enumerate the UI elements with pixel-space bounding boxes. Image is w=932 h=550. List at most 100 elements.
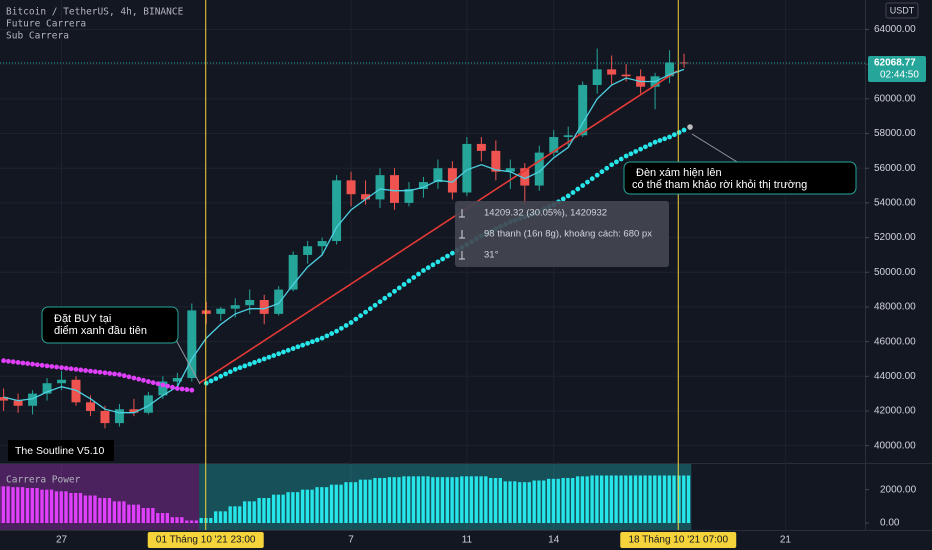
indicator-dot: [136, 376, 142, 382]
indicator-dot: [667, 134, 672, 140]
candle-body: [462, 143, 472, 193]
power-bar: [450, 477, 454, 523]
power-bar: [363, 479, 367, 523]
power-bar: [561, 478, 565, 523]
power-bar: [686, 475, 691, 523]
indicator-dot: [281, 349, 286, 355]
power-bar: [604, 475, 609, 523]
indicator-dot: [170, 384, 175, 390]
indicator-dot: [232, 366, 238, 372]
power-bar: [464, 476, 469, 523]
y-tick-label: 54000.00: [874, 198, 916, 209]
power-bar: [411, 476, 416, 523]
power-bar: [252, 501, 256, 523]
candle-body: [534, 152, 544, 186]
candle-body: [332, 180, 342, 242]
candle-body: [245, 299, 255, 306]
indicator-dot: [242, 363, 248, 369]
indicator-dot: [372, 302, 378, 308]
power-bar: [416, 476, 421, 523]
power-bar: [387, 477, 392, 523]
y-tick-label: 60000.00: [874, 93, 916, 104]
power-bar: [378, 478, 382, 523]
power-bar: [460, 476, 464, 523]
indicator-dot: [575, 186, 581, 192]
x-tick-label: 21: [780, 535, 792, 546]
indicator-name: Sub Carrera: [6, 31, 69, 42]
indicator-dot: [633, 149, 639, 154]
indicator-dot: [353, 316, 359, 322]
power-bar: [214, 511, 218, 523]
power-bar: [682, 475, 686, 523]
indicator-dot: [112, 371, 117, 377]
indicator-dot: [343, 323, 349, 328]
measure-box: [455, 201, 669, 267]
indicator-dot: [256, 358, 262, 364]
power-bar: [662, 475, 667, 523]
power-bar: [643, 475, 647, 523]
power-bar: [20, 487, 25, 523]
pane-title: Carrera Power: [6, 475, 81, 486]
power-bar: [469, 476, 474, 523]
indicator-dot: [276, 351, 282, 357]
power-bar: [392, 477, 396, 523]
candle-body: [172, 378, 182, 382]
power-bar: [329, 484, 334, 523]
candle-body: [665, 62, 675, 77]
power-bar: [180, 517, 184, 523]
note-box: [623, 161, 857, 195]
indicator-dot: [179, 386, 185, 392]
power-bar: [295, 492, 300, 523]
note-text: điểm xanh đầu tiên: [54, 325, 147, 337]
power-bar: [556, 478, 560, 523]
x-tick-label: 27: [56, 535, 68, 546]
indicator-dot: [261, 356, 267, 362]
currency: USDT: [890, 5, 915, 15]
power-bar: [590, 475, 594, 523]
power-zone: [199, 464, 692, 530]
indicator-dot: [334, 328, 339, 334]
indicator-dot: [662, 136, 668, 142]
indicator-dot: [63, 365, 69, 371]
power-bar: [397, 477, 401, 523]
power-bar: [88, 495, 92, 523]
note-text: có thể tham khảo rời khỏi thị trường: [632, 179, 807, 191]
power-bar: [484, 476, 488, 523]
power-bar: [368, 479, 372, 523]
indicator-dot: [594, 172, 600, 178]
indicator-dot: [271, 353, 277, 358]
indicator-dot: [15, 360, 21, 365]
candle-body: [505, 168, 515, 172]
indicator-dot: [145, 379, 151, 384]
currency-box: [885, 2, 919, 19]
power-bar: [585, 476, 589, 523]
indicator-dot: [382, 295, 388, 301]
indicator-dot: [78, 367, 84, 373]
y-tick-label: 2000.00: [880, 484, 917, 495]
indicator-dot: [20, 360, 26, 366]
power-bar: [141, 508, 145, 523]
indicator-dot: [102, 370, 108, 376]
indicator-dot: [681, 127, 687, 133]
trend-line: [198, 70, 678, 384]
candle-body: [259, 299, 269, 314]
y-tick-label: 64000.00: [874, 24, 916, 35]
candle-body: [187, 310, 197, 379]
indicator-dot: [401, 282, 407, 287]
power-bar: [223, 511, 227, 523]
power-bar: [628, 475, 633, 523]
power-bar: [426, 476, 430, 523]
power-bar: [49, 489, 54, 523]
indicator-dot: [227, 369, 233, 375]
power-bar: [69, 493, 73, 523]
indicator-dot: [165, 383, 171, 389]
power-bar: [238, 506, 242, 523]
indicator-dot: [623, 153, 629, 159]
y-tick-label: 56000.00: [874, 163, 916, 174]
power-bar: [228, 506, 232, 523]
indicator-dot: [1, 358, 7, 364]
indicator-dot: [121, 373, 127, 379]
indicator-dot: [435, 259, 441, 265]
